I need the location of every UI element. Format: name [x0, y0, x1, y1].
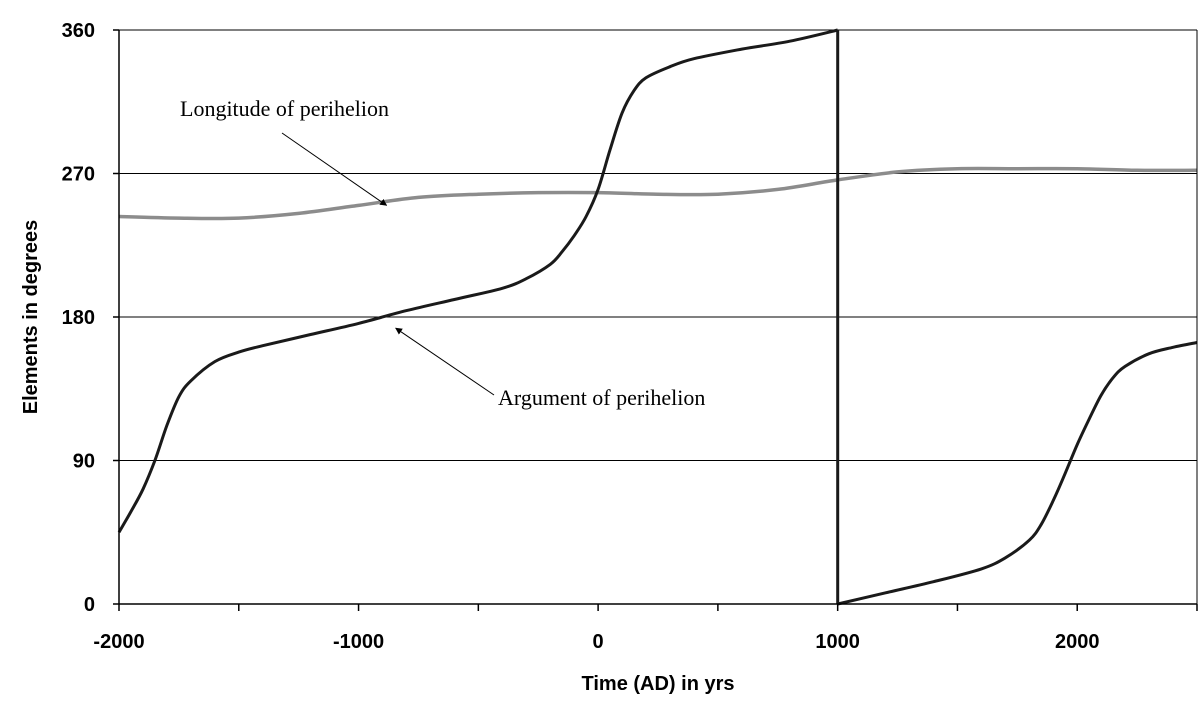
tick-labels: 0 90 180 270 360 -2000 -1000 0 1000 2000: [62, 20, 1100, 653]
series-line-argument-of-perihelion: [117, 28, 1198, 606]
x-tick-label--2000: -2000: [93, 631, 144, 653]
x-axis-title: Time (AD) in yrs: [582, 673, 735, 695]
series-layer: [117, 28, 1198, 606]
y-tick-label-0: 0: [84, 594, 95, 616]
y-tick-label-180: 180: [62, 307, 95, 329]
x-tick-label--1000: -1000: [333, 631, 384, 653]
y-tick-label-360: 360: [62, 20, 95, 42]
y-tick-label-270: 270: [62, 164, 95, 186]
x-tick-label-2000: 2000: [1055, 631, 1100, 653]
annotation-arrow-longitude-of-perihelion: [281, 132, 388, 206]
y-tick-label-90: 90: [73, 451, 95, 473]
x-tick-label-0: 0: [593, 631, 604, 653]
axes: [113, 29, 1198, 611]
annotation-argument-of-perihelion: Argument of perihelion: [498, 385, 705, 410]
annotations: Longitude of perihelion Argument of perih…: [180, 96, 705, 410]
annotation-arrow-argument-of-perihelion: [395, 327, 495, 396]
x-tick-label-1000: 1000: [815, 631, 860, 653]
series-line-longitude-of-perihelion: [118, 166, 1198, 221]
y-axis-title: Elements in degrees: [20, 220, 42, 415]
annotation-longitude-of-perihelion: Longitude of perihelion: [180, 96, 389, 121]
